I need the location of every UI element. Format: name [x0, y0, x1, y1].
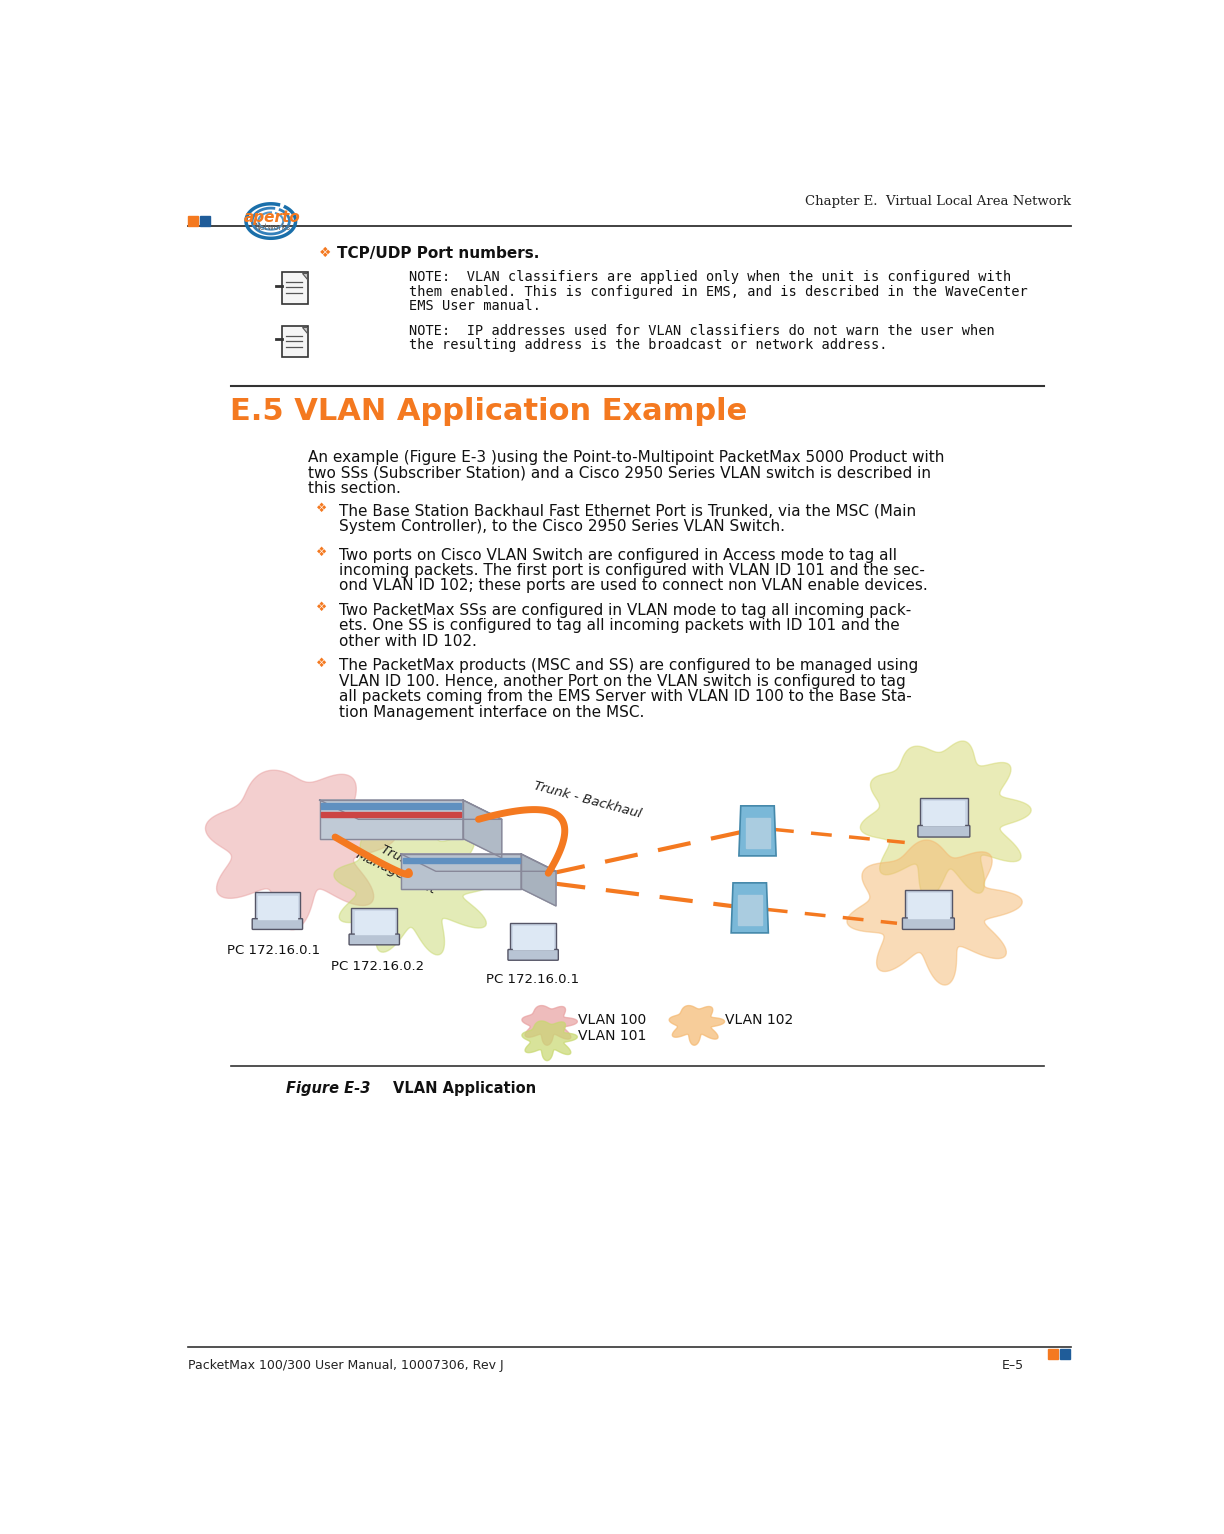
- Text: System Controller), to the Cisco 2950 Series VLAN Switch.: System Controller), to the Cisco 2950 Se…: [339, 518, 785, 534]
- Text: Figure E-3: Figure E-3: [286, 1081, 371, 1097]
- Bar: [745, 818, 770, 848]
- Text: Trunk -
Management: Trunk - Management: [354, 834, 444, 897]
- Text: aperto: aperto: [244, 210, 301, 224]
- FancyBboxPatch shape: [349, 934, 399, 945]
- Polygon shape: [334, 821, 498, 956]
- FancyBboxPatch shape: [282, 273, 308, 304]
- Polygon shape: [521, 1006, 578, 1045]
- Text: tion Management interface on the MSC.: tion Management interface on the MSC.: [339, 704, 644, 719]
- Polygon shape: [319, 801, 463, 839]
- Bar: [908, 893, 949, 917]
- Bar: [1060, 1348, 1070, 1359]
- Polygon shape: [739, 805, 776, 856]
- Polygon shape: [860, 741, 1031, 899]
- Text: two SSs (Subscriber Station) and a Cisco 2950 Series VLAN switch is described in: two SSs (Subscriber Station) and a Cisco…: [308, 465, 931, 480]
- Text: ets. One SS is configured to tag all incoming packets with ID 101 and the: ets. One SS is configured to tag all inc…: [339, 618, 900, 634]
- Bar: [321, 813, 461, 818]
- Polygon shape: [206, 770, 397, 930]
- FancyBboxPatch shape: [252, 919, 302, 930]
- Text: incoming packets. The first port is configured with VLAN ID 101 and the sec-: incoming packets. The first port is conf…: [339, 563, 925, 578]
- Text: The Base Station Backhaul Fast Ethernet Port is Trunked, via the MSC (Main: The Base Station Backhaul Fast Ethernet …: [339, 503, 916, 518]
- Text: ❖: ❖: [316, 502, 328, 515]
- FancyBboxPatch shape: [920, 798, 967, 828]
- Polygon shape: [302, 273, 307, 279]
- Text: Networks: Networks: [255, 224, 290, 233]
- Polygon shape: [521, 1022, 578, 1060]
- Text: NOTE:  VLAN classifiers are applied only when the unit is configured with: NOTE: VLAN classifiers are applied only …: [409, 270, 1011, 284]
- Bar: [200, 216, 209, 227]
- Text: all packets coming from the EMS Server with VLAN ID 100 to the Base Sta-: all packets coming from the EMS Server w…: [339, 689, 912, 704]
- Text: Two PacketMax SSs are configured in VLAN mode to tag all incoming pack-: Two PacketMax SSs are configured in VLAN…: [339, 603, 911, 618]
- Text: EMS User manual.: EMS User manual.: [409, 299, 541, 313]
- Text: Trunk - Backhaul: Trunk - Backhaul: [531, 779, 643, 821]
- Polygon shape: [731, 884, 769, 933]
- Text: Chapter E.  Virtual Local Area Network: Chapter E. Virtual Local Area Network: [805, 195, 1071, 207]
- Text: VLAN 102: VLAN 102: [725, 1014, 793, 1028]
- Text: ❖: ❖: [316, 546, 328, 558]
- Text: ❖: ❖: [316, 657, 328, 670]
- Polygon shape: [401, 854, 556, 871]
- Bar: [403, 858, 519, 864]
- Text: PC 172.16.0.1: PC 172.16.0.1: [226, 943, 319, 957]
- Text: NOTE:  IP addresses used for VLAN classifiers do not warn the user when: NOTE: IP addresses used for VLAN classif…: [409, 324, 994, 337]
- Text: PacketMax 100/300 User Manual, 10007306, Rev J: PacketMax 100/300 User Manual, 10007306,…: [187, 1359, 503, 1371]
- Text: TCP/UDP Port numbers.: TCP/UDP Port numbers.: [338, 245, 540, 261]
- Bar: [355, 911, 394, 934]
- Bar: [257, 896, 297, 919]
- FancyBboxPatch shape: [902, 917, 955, 930]
- FancyBboxPatch shape: [508, 950, 558, 960]
- FancyBboxPatch shape: [905, 890, 952, 920]
- FancyBboxPatch shape: [255, 893, 300, 922]
- Text: E–5: E–5: [1001, 1359, 1023, 1371]
- Text: ❖: ❖: [318, 247, 332, 261]
- FancyBboxPatch shape: [282, 327, 308, 357]
- Text: ond VLAN ID 102; these ports are used to connect non VLAN enable devices.: ond VLAN ID 102; these ports are used to…: [339, 578, 928, 594]
- Text: other with ID 102.: other with ID 102.: [339, 634, 477, 649]
- Polygon shape: [463, 801, 502, 858]
- Text: VLAN 100: VLAN 100: [578, 1014, 646, 1028]
- Text: Two ports on Cisco VLAN Switch are configured in Access mode to tag all: Two ports on Cisco VLAN Switch are confi…: [339, 548, 897, 563]
- Text: The PacketMax products (MSC and SS) are configured to be managed using: The PacketMax products (MSC and SS) are …: [339, 658, 918, 673]
- FancyBboxPatch shape: [918, 825, 969, 838]
- Text: this section.: this section.: [308, 480, 401, 495]
- Polygon shape: [401, 854, 521, 888]
- Polygon shape: [302, 327, 307, 333]
- Bar: [923, 801, 965, 825]
- Text: them enabled. This is configured in EMS, and is described in the WaveCenter: them enabled. This is configured in EMS,…: [409, 285, 1027, 299]
- Text: ❖: ❖: [316, 601, 328, 615]
- Bar: [513, 927, 553, 950]
- Text: VLAN ID 100. Hence, another Port on the VLAN switch is configured to tag: VLAN ID 100. Hence, another Port on the …: [339, 673, 906, 689]
- Bar: [738, 896, 763, 925]
- FancyBboxPatch shape: [510, 923, 556, 953]
- Polygon shape: [670, 1006, 725, 1045]
- Text: VLAN 101: VLAN 101: [578, 1029, 646, 1043]
- Bar: [187, 216, 198, 227]
- Bar: [1048, 1348, 1059, 1359]
- Text: E.5 VLAN Application Example: E.5 VLAN Application Example: [230, 397, 748, 426]
- FancyBboxPatch shape: [351, 908, 397, 937]
- Text: the resulting address is the broadcast or network address.: the resulting address is the broadcast o…: [409, 339, 887, 353]
- Polygon shape: [521, 854, 556, 907]
- Text: PC 172.16.0.2: PC 172.16.0.2: [332, 960, 425, 973]
- Text: VLAN Application: VLAN Application: [393, 1081, 536, 1097]
- Text: An example (Figure E-3 )using the Point-to-Multipoint PacketMax 5000 Product wit: An example (Figure E-3 )using the Point-…: [308, 449, 945, 465]
- Polygon shape: [319, 801, 502, 819]
- Polygon shape: [847, 841, 1022, 985]
- Bar: [321, 804, 461, 810]
- Text: PC 172.16.0.1: PC 172.16.0.1: [486, 974, 579, 986]
